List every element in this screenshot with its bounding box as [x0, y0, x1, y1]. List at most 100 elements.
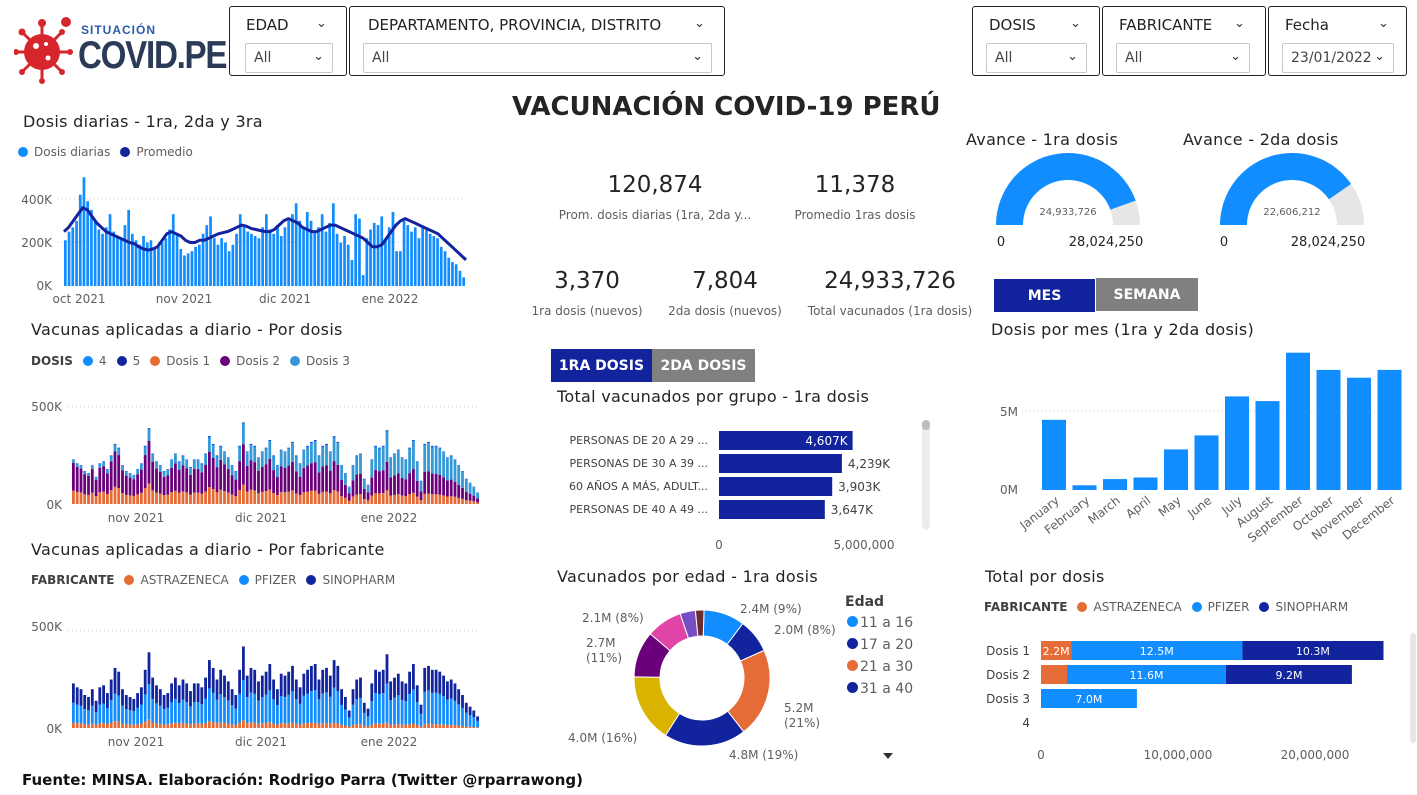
legend-scroll-down-icon[interactable]	[883, 753, 893, 759]
dose4-segment	[362, 479, 366, 480]
legend-item[interactable]: ASTRAZENECA	[1093, 600, 1182, 614]
kpi-label: Total vacunados (1ra dosis)	[807, 304, 973, 318]
dose3-segment	[404, 460, 408, 480]
tab-week[interactable]: SEMANA	[1096, 278, 1198, 311]
x-tick-label: March	[1085, 493, 1122, 527]
dose1-segment	[336, 491, 340, 504]
legend-item[interactable]: SINOPHARM	[1275, 600, 1349, 614]
legend-item[interactable]: PFIZER	[254, 573, 297, 587]
tab-month[interactable]: MES	[994, 279, 1095, 312]
legend-item[interactable]: 5	[132, 354, 141, 368]
daily-bar	[380, 216, 384, 286]
dose2-segment	[208, 451, 211, 487]
fecha-slicer[interactable]: Fecha ⌄ 23/01/2022 ⌄	[1268, 6, 1407, 76]
legend-item[interactable]: 11 a 16	[860, 615, 914, 631]
gauge-first-dose[interactable]: 24,933,726 0 28,024,250	[968, 140, 1168, 270]
age-donut-chart[interactable]: 2.4M (9%) 2.0M (8%) 5.2M(21%) 4.8M (19%) 4.0…	[556, 592, 836, 767]
scrollbar-thumb[interactable]	[922, 420, 930, 430]
dose3-segment	[109, 457, 113, 462]
legend-item[interactable]: Dosis 1	[166, 354, 211, 368]
dose1-segment	[268, 489, 272, 504]
daily-bar	[253, 236, 257, 286]
dose3-segment	[328, 453, 332, 471]
chevron-down-icon[interactable]: ⌄	[1378, 16, 1389, 31]
sinopharm-segment	[393, 677, 396, 698]
daily-bar	[428, 233, 432, 286]
scrollbar[interactable]	[922, 420, 930, 530]
location-slicer[interactable]: DEPARTAMENTO, PROVINCIA, DISTRITO ⌄ All …	[349, 6, 725, 76]
dose1-segment	[472, 501, 476, 504]
pfizer-segment	[279, 695, 283, 724]
sinopharm-segment	[321, 669, 325, 694]
dose1-segment	[128, 495, 132, 504]
fecha-dropdown[interactable]: 23/01/2022 ⌄	[1282, 43, 1394, 73]
legend-item[interactable]: PFIZER	[1207, 600, 1250, 614]
legend-item[interactable]: Promedio	[136, 145, 193, 159]
chevron-down-icon[interactable]: ⌄	[694, 16, 705, 31]
legend-item[interactable]: 17 a 20	[860, 637, 914, 653]
tab-first-dose[interactable]: 1RA DOSIS	[551, 349, 652, 382]
legend-item[interactable]: Dosis 2	[236, 354, 280, 368]
legend-item[interactable]: Dosis 3	[305, 354, 350, 368]
pfizer-segment	[381, 693, 385, 724]
dose-segment-label: 10.3M	[1296, 645, 1330, 658]
dose3-segment	[340, 466, 343, 480]
group-chart[interactable]: 0 5,000,000 PERSONAS DE 20 A 29 ... 4,607…	[558, 418, 928, 558]
pfizer-segment	[325, 692, 328, 723]
dose1-segment	[257, 493, 260, 504]
by-dose-chart[interactable]: 500K 0K nov 2021 dic 2021 ene 2022	[18, 392, 488, 527]
dosis-slicer[interactable]: DOSIS ⌄ All ⌄	[972, 6, 1100, 76]
legend-item[interactable]: SINOPHARM	[322, 573, 396, 587]
astrazeneca-segment	[408, 724, 411, 728]
chevron-down-icon[interactable]: ⌄	[316, 16, 327, 31]
astrazeneca-segment	[181, 723, 185, 728]
pfizer-segment	[264, 694, 268, 723]
by-maker-chart[interactable]: 500K 0K nov 2021 dic 2021 ene 2022	[18, 616, 488, 751]
edad-dropdown[interactable]: All ⌄	[245, 43, 333, 73]
astrazeneca-segment	[344, 725, 347, 728]
fabricante-dropdown[interactable]: All ⌄	[1116, 43, 1250, 73]
dose2-segment	[449, 479, 453, 497]
gauge-second-dose[interactable]: 22,606,212 0 28,024,250	[1192, 140, 1392, 270]
dose1-segment	[449, 496, 453, 504]
legend-item[interactable]: 31 a 40	[860, 681, 914, 697]
dose1-segment	[253, 490, 257, 504]
daily-bar	[186, 253, 190, 286]
legend-item[interactable]: Dosis diarias	[34, 145, 111, 159]
dose4-segment	[276, 465, 279, 467]
edad-slicer[interactable]: EDAD ⌄ All ⌄	[229, 6, 347, 76]
sinopharm-segment	[136, 693, 139, 708]
total-dose-chart[interactable]: 0 10,000,000 20,000,000 Dosis 1 2.2M 12.5M…	[980, 630, 1410, 765]
daily-bar	[354, 214, 357, 286]
sinopharm-segment	[385, 654, 389, 684]
chevron-down-icon[interactable]: ⌄	[1070, 16, 1081, 31]
gauge-min: 0	[997, 235, 1005, 250]
legend-item[interactable]: 21 a 30	[860, 659, 914, 675]
dosis-dropdown[interactable]: All ⌄	[986, 43, 1087, 73]
dose5-segment	[336, 441, 340, 443]
astrazeneca-segment	[174, 722, 177, 728]
chevron-down-icon[interactable]: ⌄	[1234, 16, 1245, 31]
location-dropdown[interactable]: All ⌄	[363, 43, 712, 73]
daily-bar	[287, 220, 290, 287]
dose1-segment	[442, 495, 445, 504]
sinopharm-segment	[268, 664, 272, 691]
astrazeneca-segment	[162, 724, 166, 728]
y-tick-label: 0M	[1000, 483, 1018, 497]
scrollbar[interactable]	[1410, 633, 1416, 743]
sinopharm-segment	[155, 685, 158, 704]
astrazeneca-segment	[121, 723, 124, 728]
dose3-segment	[464, 479, 468, 492]
pfizer-segment	[446, 699, 449, 725]
legend-dot-icon	[220, 356, 231, 366]
astrazeneca-segment	[109, 722, 113, 728]
fabricante-slicer[interactable]: FABRICANTE ⌄ All ⌄	[1102, 6, 1266, 76]
dose3-segment	[472, 487, 476, 496]
daily-doses-chart[interactable]: 400K 200K 0K oct 2021 nov 2021 dic 2021 …	[18, 168, 488, 308]
dose3-segment	[121, 466, 124, 471]
legend-item[interactable]: ASTRAZENECA	[140, 573, 229, 587]
sinopharm-segment	[351, 689, 355, 705]
tab-second-dose[interactable]: 2DA DOSIS	[652, 349, 755, 382]
legend-item[interactable]: 4	[98, 354, 107, 368]
